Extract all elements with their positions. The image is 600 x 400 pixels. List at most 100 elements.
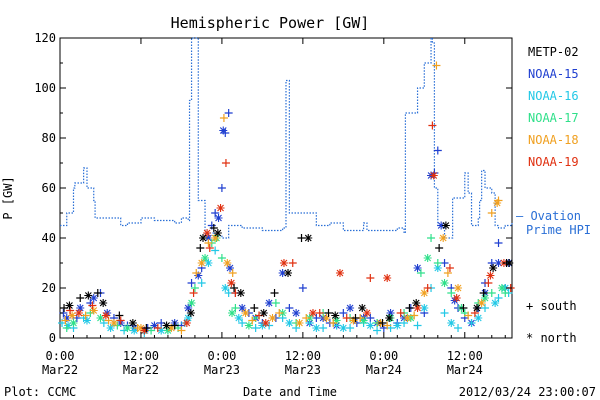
point-north-metp-02-8 — [236, 289, 245, 297]
y-tick-label-6: 120 — [34, 31, 56, 45]
point-north-noaa-16-11 — [312, 324, 321, 332]
point-south-noaa-19-2 — [116, 316, 125, 325]
point-south-noaa-17-0 — [62, 324, 71, 332]
x-tick-date-2: Mar23 — [204, 363, 240, 377]
point-north-noaa-17-19 — [497, 284, 506, 292]
point-north-metp-02-19 — [505, 259, 514, 267]
point-south-metp-02-3 — [115, 311, 124, 320]
point-south-noaa-15-26 — [366, 314, 375, 322]
point-north-noaa-18-18 — [477, 299, 486, 307]
point-south-noaa-16-26 — [440, 309, 449, 317]
point-north-metp-02-4 — [162, 321, 171, 330]
ovation-hpi-line — [60, 37, 513, 239]
point-south-noaa-19-18 — [484, 279, 493, 287]
series-noaa-19 — [66, 121, 515, 335]
point-south-noaa-19-10 — [315, 309, 324, 317]
point-north-noaa-16-17 — [447, 319, 456, 327]
point-north-noaa-18-0 — [68, 311, 77, 320]
legend-marker-north: * north — [526, 331, 577, 345]
point-south-noaa-16-28 — [467, 319, 476, 327]
point-south-noaa-16-30 — [494, 294, 503, 302]
legend: METP-02 NOAA-15 NOAA-16 NOAA-17 NOAA-18 NOAA-… — [516, 45, 591, 345]
point-south-noaa-15-24 — [339, 309, 348, 317]
point-south-noaa-16-23 — [400, 319, 409, 327]
y-tick-label-0: 0 — [49, 331, 56, 345]
point-south-noaa-19-5 — [205, 244, 214, 252]
legend-entry-noaa-18: NOAA-18 — [528, 133, 579, 147]
point-north-noaa-16-12 — [339, 324, 348, 332]
point-north-noaa-17-4 — [187, 299, 196, 307]
x-tick-date-0: Mar22 — [42, 363, 78, 377]
point-south-noaa-16-10 — [224, 289, 233, 297]
point-north-metp-02-11 — [304, 234, 313, 242]
point-north-noaa-15-17 — [278, 269, 287, 277]
point-south-noaa-16-29 — [481, 304, 490, 312]
point-north-metp-02-0 — [65, 301, 74, 310]
point-south-noaa-18-4 — [177, 326, 186, 335]
point-south-metp-02-18 — [479, 289, 488, 297]
point-north-noaa-19-12 — [383, 274, 392, 282]
point-north-noaa-18-14 — [403, 314, 412, 322]
point-south-noaa-17-7 — [217, 254, 226, 262]
point-north-noaa-19-14 — [429, 171, 438, 180]
point-north-noaa-17-15 — [423, 254, 432, 262]
point-north-noaa-17-12 — [359, 316, 368, 325]
point-north-noaa-16-3 — [130, 326, 139, 335]
point-south-noaa-15-12 — [211, 209, 220, 217]
point-south-noaa-16-17 — [319, 324, 328, 332]
point-north-noaa-16-1 — [82, 316, 91, 325]
point-north-noaa-16-4 — [157, 326, 166, 335]
point-south-noaa-16-9 — [211, 246, 220, 255]
point-north-noaa-15-8 — [184, 304, 193, 312]
legend-entry-noaa-19: NOAA-19 — [528, 155, 579, 169]
series-metp-02 — [60, 221, 514, 332]
point-south-noaa-18-14 — [383, 321, 392, 330]
point-north-noaa-15-33 — [494, 259, 503, 267]
point-south-noaa-15-21 — [298, 284, 307, 292]
point-north-noaa-18-7 — [223, 259, 232, 267]
point-north-noaa-17-2 — [123, 324, 132, 332]
point-south-noaa-16-12 — [251, 324, 260, 332]
point-north-metp-02-15 — [412, 299, 421, 307]
point-south-noaa-18-6 — [204, 239, 213, 247]
x-tick-time-5: 12:00 — [447, 349, 483, 363]
point-south-noaa-15-15 — [224, 109, 233, 117]
y-tick-label-1: 20 — [42, 281, 56, 295]
point-south-noaa-18-0 — [61, 316, 70, 325]
y-tick-label-4: 80 — [42, 131, 56, 145]
y-axis: 0 20 40 60 80 100 120 — [34, 31, 512, 345]
point-north-noaa-16-5 — [184, 314, 193, 322]
point-north-noaa-18-4 — [167, 324, 176, 332]
point-south-noaa-17-10 — [271, 299, 280, 307]
point-north-noaa-17-3 — [163, 326, 172, 335]
point-north-noaa-17-7 — [228, 309, 237, 317]
point-south-noaa-17-19 — [447, 289, 456, 297]
point-north-metp-02-3 — [128, 319, 137, 327]
legend-entry-noaa-17: NOAA-17 — [528, 111, 579, 125]
x-tick-time-3: 12:00 — [285, 349, 321, 363]
point-south-noaa-17-22 — [487, 289, 496, 297]
point-north-noaa-17-1 — [96, 314, 105, 322]
point-south-noaa-19-15 — [428, 121, 437, 130]
point-south-noaa-15-39 — [487, 259, 496, 267]
point-north-noaa-15-25 — [386, 309, 395, 317]
point-south-noaa-16-3 — [99, 319, 108, 327]
point-north-noaa-15-13 — [226, 264, 235, 272]
point-south-noaa-19-3 — [153, 324, 162, 332]
point-south-noaa-15-9 — [187, 279, 196, 287]
footer-right: 2012/03/24 23:00:07 — [459, 385, 596, 399]
point-north-noaa-16-10 — [285, 319, 294, 327]
point-north-noaa-16-6 — [204, 259, 213, 267]
point-south-noaa-18-1 — [81, 311, 90, 320]
point-south-metp-02-12 — [324, 309, 333, 317]
point-south-noaa-17-18 — [433, 259, 442, 267]
point-north-noaa-16-14 — [393, 321, 402, 330]
point-north-noaa-15-6 — [150, 321, 159, 330]
point-south-noaa-17-3 — [147, 326, 156, 335]
legend-entry-noaa-16: NOAA-16 — [528, 89, 579, 103]
point-north-noaa-15-27 — [413, 264, 422, 272]
point-north-noaa-19-16 — [486, 271, 495, 280]
point-north-metp-02-2 — [99, 299, 108, 307]
point-south-noaa-19-6 — [221, 159, 230, 167]
